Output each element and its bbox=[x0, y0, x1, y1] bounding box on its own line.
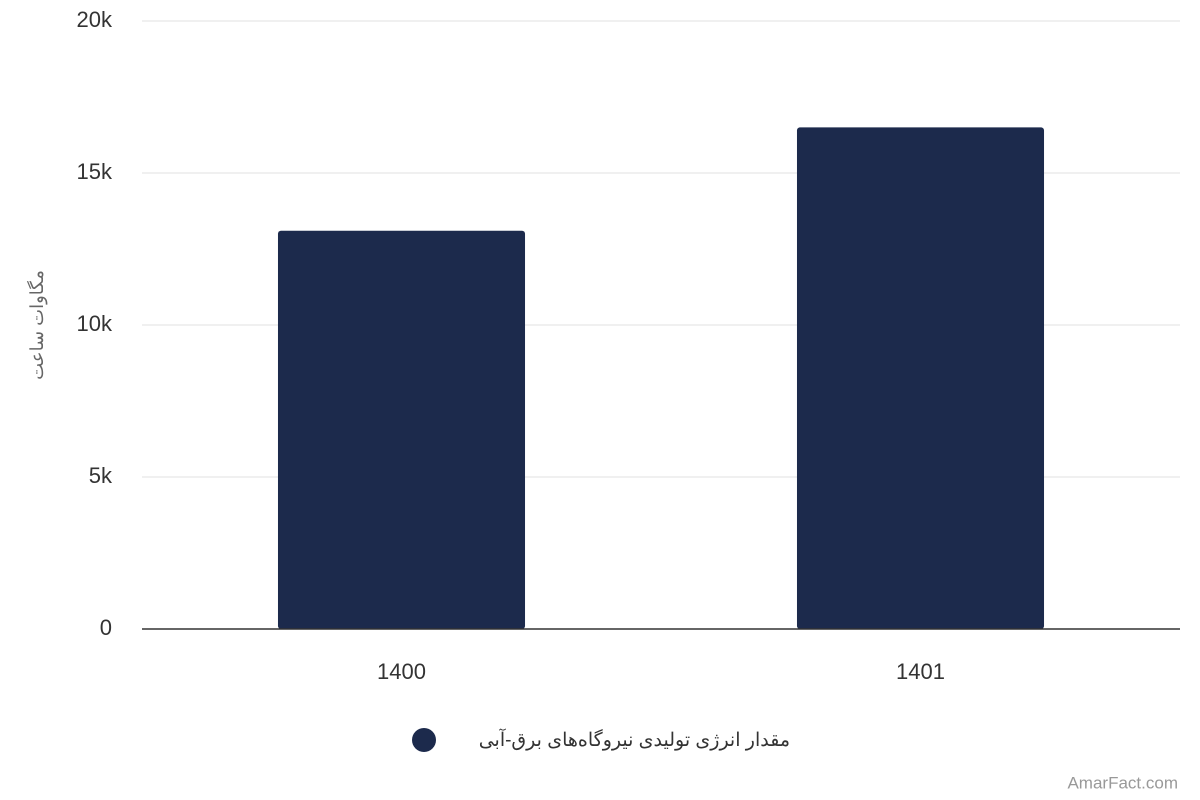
credit: AmarFact.com bbox=[1067, 773, 1178, 792]
legend-label: مقدار انرژی تولیدی نیروگاه‌های برق-آبی bbox=[479, 728, 790, 751]
y-tick-label: 0 bbox=[100, 615, 112, 640]
y-tick-label: 10k bbox=[77, 311, 113, 336]
bar bbox=[796, 127, 1045, 630]
y-tick-label: 15k bbox=[77, 159, 113, 184]
x-tick-label: 1401 bbox=[896, 659, 945, 684]
y-axis-label: مگاوات ساعت bbox=[26, 270, 48, 380]
y-tick-label: 20k bbox=[77, 7, 113, 32]
bar bbox=[277, 230, 526, 629]
y-tick-label: 5k bbox=[89, 463, 113, 488]
legend-marker bbox=[412, 728, 436, 752]
x-tick-label: 1400 bbox=[377, 659, 426, 684]
